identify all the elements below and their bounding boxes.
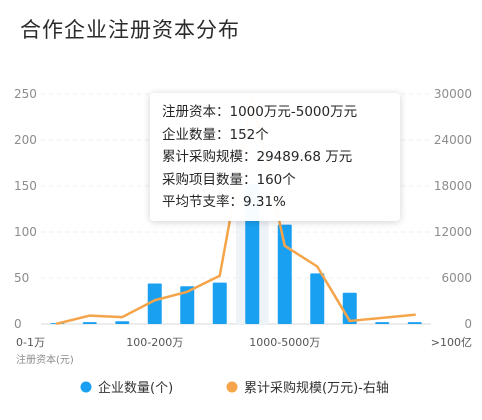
bar-5000万-1亿[interactable]: [310, 273, 325, 324]
legend-label: 企业数量(个): [98, 380, 173, 396]
right-axis-ticks: 0 6000 12000 18000 24000 30000: [434, 87, 472, 331]
bar-10-100亿[interactable]: [375, 322, 390, 324]
left-tick-label: 250: [14, 87, 37, 101]
left-tick-label: 200: [14, 133, 37, 147]
left-tick-label: 150: [14, 179, 37, 193]
tooltip-row-project-count: 采购项目数量：160个: [162, 171, 296, 188]
x-tick-label: >100亿: [431, 336, 472, 349]
tooltip-row-saving-rate: 平均节支率：9.31%: [162, 194, 286, 210]
x-axis-ticks: 0-1万 100-200万 1000-5000万 >100亿: [16, 336, 472, 349]
left-axis-ticks: 0 50 100 150 200 250: [14, 87, 37, 331]
legend-marker: [226, 381, 238, 393]
x-tick-label: 100-200万: [126, 336, 183, 349]
bar-10-100万[interactable]: [115, 321, 130, 324]
x-tick-label: 1000-5000万: [249, 336, 320, 349]
right-tick-label: 18000: [434, 179, 472, 193]
x-axis-label: 注册资本(元): [16, 353, 74, 366]
legend-label: 累计采购规模(万元)-右轴: [244, 380, 389, 396]
x-tick-label: 0-1万: [16, 336, 45, 349]
legend[interactable]: 企业数量(个) 累计采购规模(万元)-右轴: [80, 380, 389, 396]
left-tick-label: 0: [14, 317, 22, 331]
bar-1000-5000万[interactable]: [277, 224, 292, 324]
tooltip-row-registered-capital: 注册资本：1000万元-5000万元: [162, 104, 358, 120]
legend-item-procurement-scale[interactable]: 累计采购规模(万元)-右轴: [226, 380, 389, 396]
bar-1-10万[interactable]: [82, 322, 97, 324]
legend-item-company-count[interactable]: 企业数量(个): [80, 380, 174, 396]
legend-marker: [80, 381, 92, 393]
right-tick-label: 24000: [434, 133, 472, 147]
right-tick-label: 30000: [434, 87, 472, 101]
bar-200-300万[interactable]: [180, 286, 195, 324]
tooltip-row-procurement-scale: 累计采购规模：29489.68 万元: [162, 149, 353, 165]
left-tick-label: 50: [14, 271, 29, 285]
left-tick-label: 100: [14, 225, 37, 239]
bar-100-200万[interactable]: [147, 283, 162, 324]
tooltip-row-company-count: 企业数量：152个: [162, 126, 269, 143]
right-tick-label: 0: [464, 317, 472, 331]
bar->100亿[interactable]: [407, 322, 422, 324]
tooltip: 注册资本：1000万元-5000万元 企业数量：152个 累计采购规模：2948…: [150, 93, 400, 221]
right-tick-label: 12000: [434, 225, 472, 239]
bar-300-500万[interactable]: [212, 282, 227, 324]
chart-title: 合作企业注册资本分布: [20, 18, 240, 42]
right-tick-label: 6000: [441, 271, 472, 285]
